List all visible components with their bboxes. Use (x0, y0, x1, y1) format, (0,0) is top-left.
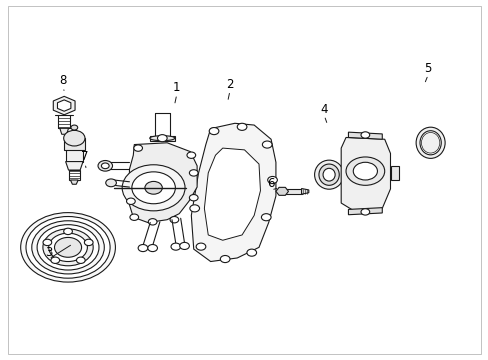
Polygon shape (341, 138, 390, 212)
Polygon shape (348, 208, 382, 215)
Circle shape (105, 179, 116, 187)
Circle shape (101, 163, 109, 168)
Circle shape (170, 216, 179, 223)
Ellipse shape (419, 131, 440, 155)
Circle shape (237, 123, 246, 130)
Polygon shape (301, 189, 308, 194)
Circle shape (148, 219, 157, 225)
Circle shape (63, 228, 72, 235)
Polygon shape (70, 180, 78, 184)
Ellipse shape (415, 127, 444, 158)
Polygon shape (63, 138, 85, 150)
Circle shape (126, 198, 135, 204)
Circle shape (26, 216, 110, 278)
Circle shape (32, 221, 104, 274)
Circle shape (209, 127, 219, 135)
Circle shape (196, 243, 205, 250)
Text: 5: 5 (424, 62, 431, 75)
Polygon shape (68, 170, 80, 180)
Text: 4: 4 (320, 103, 327, 116)
Circle shape (37, 225, 99, 270)
Circle shape (157, 135, 167, 142)
Circle shape (63, 130, 85, 146)
Circle shape (144, 181, 162, 194)
Text: 7: 7 (81, 150, 88, 163)
Circle shape (246, 249, 256, 256)
Circle shape (186, 152, 195, 158)
Ellipse shape (323, 168, 334, 181)
Polygon shape (65, 162, 83, 170)
Text: 1: 1 (173, 81, 180, 94)
Circle shape (132, 172, 175, 204)
Circle shape (180, 242, 189, 249)
Circle shape (84, 239, 93, 246)
Text: 3: 3 (45, 246, 52, 259)
Ellipse shape (421, 132, 439, 153)
Polygon shape (191, 123, 275, 261)
Text: 2: 2 (226, 78, 233, 91)
Circle shape (20, 213, 115, 282)
Circle shape (51, 257, 60, 264)
Circle shape (346, 157, 384, 185)
Circle shape (122, 165, 184, 211)
Circle shape (171, 243, 180, 250)
Circle shape (134, 145, 142, 151)
Circle shape (352, 162, 377, 180)
Text: 6: 6 (267, 177, 274, 190)
Circle shape (138, 244, 147, 252)
Polygon shape (390, 166, 398, 180)
Polygon shape (65, 138, 83, 162)
Circle shape (189, 170, 198, 176)
Polygon shape (149, 136, 175, 141)
Circle shape (71, 125, 78, 130)
Circle shape (267, 176, 277, 184)
Circle shape (130, 214, 138, 220)
Circle shape (43, 229, 93, 266)
Circle shape (189, 194, 198, 201)
Circle shape (147, 244, 157, 252)
Circle shape (262, 141, 271, 148)
Polygon shape (60, 128, 68, 134)
Circle shape (360, 132, 369, 138)
Polygon shape (129, 143, 197, 222)
Circle shape (43, 239, 52, 246)
Ellipse shape (149, 136, 175, 141)
Circle shape (189, 205, 199, 212)
Polygon shape (348, 132, 382, 139)
Polygon shape (53, 96, 75, 115)
Text: 8: 8 (60, 74, 67, 87)
Polygon shape (275, 187, 288, 195)
Polygon shape (204, 148, 260, 240)
Circle shape (98, 161, 112, 171)
Ellipse shape (318, 164, 339, 185)
Circle shape (49, 233, 87, 261)
Circle shape (360, 209, 369, 215)
Circle shape (54, 238, 81, 257)
Circle shape (76, 257, 85, 264)
Ellipse shape (314, 160, 343, 189)
Circle shape (220, 256, 229, 262)
Polygon shape (282, 189, 301, 194)
Polygon shape (58, 100, 71, 111)
Circle shape (261, 214, 270, 221)
